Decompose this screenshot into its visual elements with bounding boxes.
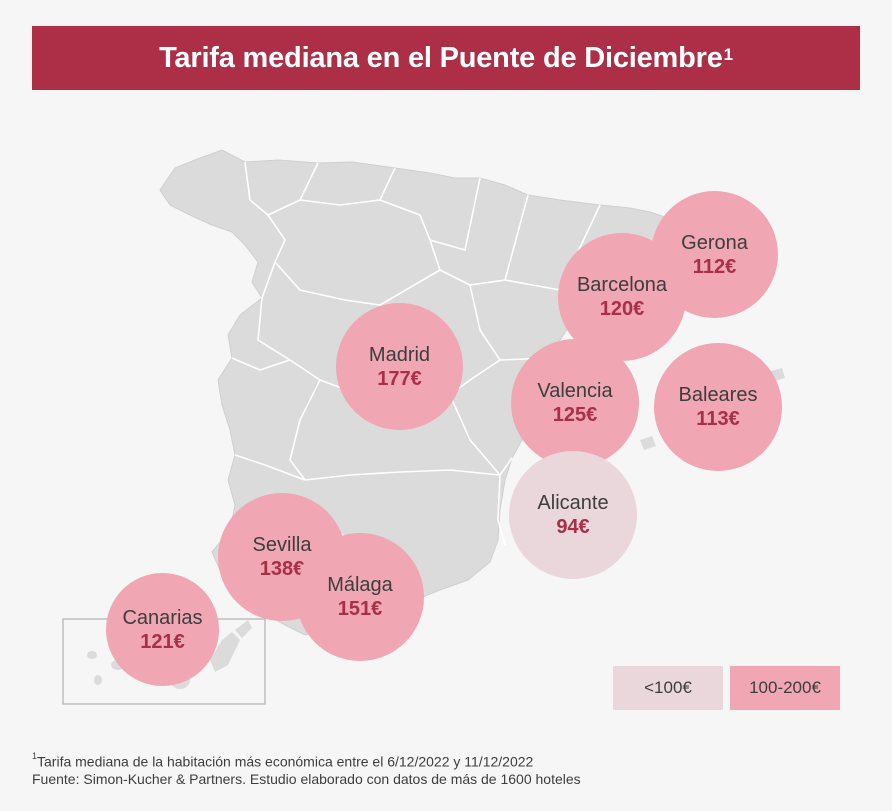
legend-high-label: 100-200€ (749, 678, 821, 697)
title-footnote-mark: 1 (723, 45, 733, 64)
page-title: Tarifa mediana en el Puente de Diciembre (159, 41, 723, 74)
city-price: 113€ (696, 408, 740, 430)
city-name: Málaga (327, 574, 393, 596)
footnote-text: Tarifa mediana de la habitación más econ… (37, 753, 534, 770)
bubble-valencia: Valencia 125€ (511, 339, 639, 467)
city-name: Valencia (537, 380, 613, 402)
legend-low: <100€ (613, 666, 723, 710)
city-name: Canarias (122, 606, 203, 629)
legend-low-label: <100€ (644, 678, 692, 697)
city-name: Madrid (368, 343, 431, 366)
footnote-mark: 1 (32, 751, 38, 761)
city-price: 121€ (140, 630, 185, 653)
city-price: 151€ (337, 598, 383, 620)
title-banner: Tarifa mediana en el Puente de Diciembre… (32, 26, 860, 90)
source-note: Fuente: Simon-Kucher & Partners. Estudio… (32, 770, 581, 787)
city-name: Sevilla (252, 534, 312, 556)
city-name: Gerona (681, 231, 748, 254)
city-name: Baleares (678, 384, 758, 406)
city-price: 177€ (377, 367, 422, 390)
city-name: Barcelona (576, 274, 668, 296)
city-price: 125€ (552, 404, 598, 426)
legend-high: 100-200€ (730, 666, 840, 710)
ibiza-shape (640, 436, 656, 450)
city-price: 94€ (556, 516, 590, 538)
city-price: 112€ (692, 255, 737, 278)
bubble-alicante: Alicante 94€ (509, 451, 637, 579)
bubble-malaga: Málaga 151€ (296, 533, 424, 661)
bubble-madrid: Madrid 177€ (336, 303, 463, 430)
footer: 1Tarifa mediana de la habitación más eco… (32, 750, 581, 788)
city-price: 120€ (599, 298, 645, 320)
footnote: 1Tarifa mediana de la habitación más eco… (32, 750, 581, 771)
bubble-canarias: Canarias 121€ (106, 573, 219, 686)
city-price: 138€ (259, 558, 305, 580)
city-name: Alicante (537, 492, 609, 514)
bubble-baleares: Baleares 113€ (654, 343, 782, 471)
